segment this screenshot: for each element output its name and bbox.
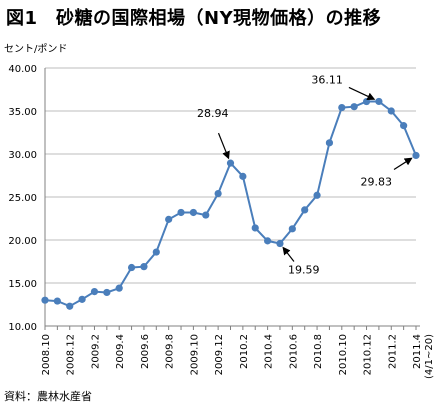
data-point (226, 159, 235, 167)
y-tick-label: 20.00 (8, 236, 37, 247)
data-point (350, 103, 358, 111)
data-point (387, 107, 395, 115)
data-point (53, 297, 61, 305)
x-tick-label: 2011.2 (387, 334, 398, 369)
x-tick-labels: 2008.10 2008.12 2009.2 2009.4 2009.6 2009.8 20… (41, 334, 435, 379)
data-label: 29.83 (361, 175, 393, 188)
y-unit-label: セント/ポンド (4, 44, 68, 55)
data-points (41, 97, 420, 310)
data-point (41, 296, 49, 304)
y-tick-label: 15.00 (8, 279, 37, 290)
data-point (338, 103, 346, 112)
data-point (165, 215, 173, 223)
data-point (301, 206, 309, 214)
data-point (152, 248, 160, 256)
x-tick-label: 2009.4 (115, 334, 126, 369)
data-point (239, 172, 247, 180)
annotation-arrow (393, 157, 413, 170)
x-tick-sublabel: (4/1~20) (424, 334, 435, 379)
data-point (313, 191, 321, 199)
annotations: 28.94 19.59 36.11 29.83 (197, 73, 413, 277)
data-point (362, 97, 371, 106)
x-tick-label: 2009.2 (90, 334, 101, 369)
x-tick-label: 2009.10 (189, 334, 200, 375)
x-tick-label: 2009.12 (214, 334, 225, 375)
data-point (288, 225, 296, 233)
series-line (44, 100, 417, 308)
data-point (189, 208, 197, 217)
y-tick-label: 30.00 (8, 150, 37, 161)
x-tick-label: 2010.4 (264, 334, 275, 369)
data-point (412, 151, 420, 160)
x-tick-label: 2008.10 (41, 334, 52, 375)
y-tick-label: 40.00 (8, 64, 37, 75)
x-tick-label: 2009.6 (140, 334, 151, 369)
data-point (325, 139, 334, 147)
annotation-arrow (348, 86, 376, 101)
data-point (115, 284, 123, 292)
data-label: 19.59 (288, 264, 320, 277)
data-point (140, 263, 148, 271)
x-tick-label: 2010.8 (313, 334, 324, 369)
x-tick-label: 2010.12 (363, 334, 374, 375)
data-label: 36.11 (311, 73, 343, 86)
y-tick-label: 35.00 (8, 107, 37, 118)
data-point (202, 211, 210, 219)
data-point (251, 224, 259, 232)
axes (44, 68, 420, 330)
data-point (127, 263, 136, 272)
y-tick-labels: 10.00 15.00 20.00 25.00 30.00 35.00 40.00 (8, 64, 37, 333)
data-point (375, 97, 383, 106)
data-point (177, 208, 185, 217)
data-point (66, 302, 74, 310)
x-tick-label: 2008.12 (66, 334, 77, 375)
x-tick-label: 2010.2 (239, 334, 250, 369)
chart-title: 図1 砂糖の国際相場（NY現物価格）の推移 (6, 8, 382, 29)
data-point (400, 122, 408, 130)
data-point (103, 288, 111, 297)
x-tick-label: 2010.6 (288, 334, 299, 369)
x-tick-label: 2009.8 (165, 334, 176, 369)
gridlines (45, 67, 416, 284)
data-point (276, 239, 284, 248)
source-note: 資料：農林水産省 (4, 390, 92, 403)
y-tick-label: 10.00 (8, 322, 37, 333)
y-tick-label: 25.00 (8, 193, 37, 204)
data-label: 28.94 (197, 107, 229, 120)
data-point (78, 295, 86, 303)
annotation-arrow (217, 132, 230, 160)
data-point (90, 288, 99, 296)
annotation-arrow (282, 246, 295, 262)
x-tick-label: 2011.4 (412, 334, 423, 369)
x-tick-label: 2010.10 (338, 334, 349, 375)
data-point (264, 237, 272, 245)
data-point (214, 189, 222, 198)
